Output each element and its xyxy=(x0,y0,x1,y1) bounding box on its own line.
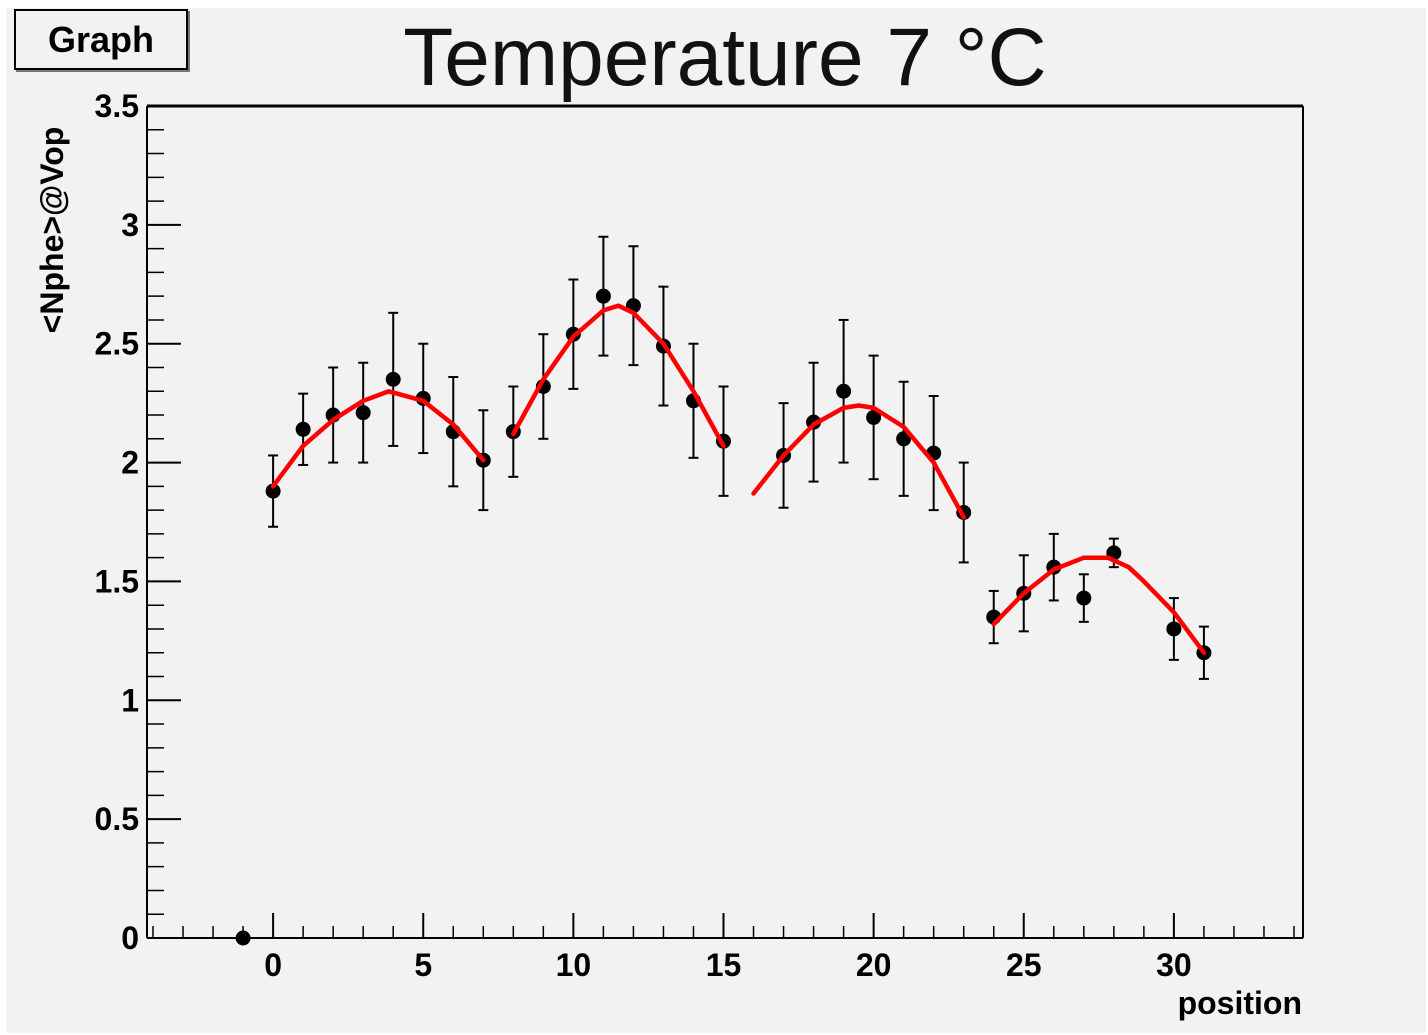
data-marker xyxy=(595,288,611,304)
y-tick-label: 0 xyxy=(121,920,139,956)
legend-box: Graph xyxy=(14,9,188,70)
x-tick-label: 5 xyxy=(414,947,432,983)
data-point xyxy=(295,392,311,466)
x-tick-label: 25 xyxy=(1006,947,1042,983)
data-marker xyxy=(866,409,882,425)
data-point xyxy=(595,235,611,357)
data-point xyxy=(1166,597,1182,661)
fit-curve xyxy=(751,403,966,520)
y-tick-label: 3.5 xyxy=(95,88,139,124)
x-tick-label: 15 xyxy=(706,947,742,983)
fit-curve xyxy=(270,389,486,489)
data-marker xyxy=(235,930,251,946)
data-point xyxy=(265,454,281,528)
fit-curve xyxy=(991,555,1207,655)
y-axis-label: <Nphe>@Vop xyxy=(34,127,70,334)
data-point xyxy=(896,380,912,497)
data-marker xyxy=(1166,621,1182,637)
x-tick-label: 20 xyxy=(856,947,892,983)
x-tick-label: 0 xyxy=(264,947,282,983)
data-marker xyxy=(1076,590,1092,606)
y-tick-label: 0.5 xyxy=(95,801,139,837)
data-point xyxy=(1076,573,1092,623)
data-point xyxy=(235,930,251,946)
y-tick-label: 1 xyxy=(121,682,139,718)
x-axis-label: position xyxy=(1178,985,1302,1021)
data-marker xyxy=(896,431,912,447)
y-tick-label: 2 xyxy=(121,445,139,481)
data-point xyxy=(836,318,852,464)
y-tick-label: 3 xyxy=(121,207,139,243)
data-marker xyxy=(265,483,281,499)
data-point xyxy=(355,361,371,464)
x-tick-label: 30 xyxy=(1156,947,1192,983)
fit-curve xyxy=(511,303,726,449)
y-tick-label: 2.5 xyxy=(95,326,139,362)
y-tick-label: 1.5 xyxy=(95,563,139,599)
data-point xyxy=(926,395,942,512)
data-marker xyxy=(295,421,311,437)
chart-title: Temperature 7 °C xyxy=(403,12,1047,103)
data-point xyxy=(866,354,882,481)
x-tick-label: 10 xyxy=(556,947,592,983)
data-marker xyxy=(385,371,401,387)
data-marker xyxy=(355,405,371,421)
data-point xyxy=(385,311,401,447)
plot-area xyxy=(147,106,1303,938)
data-marker xyxy=(836,383,852,399)
